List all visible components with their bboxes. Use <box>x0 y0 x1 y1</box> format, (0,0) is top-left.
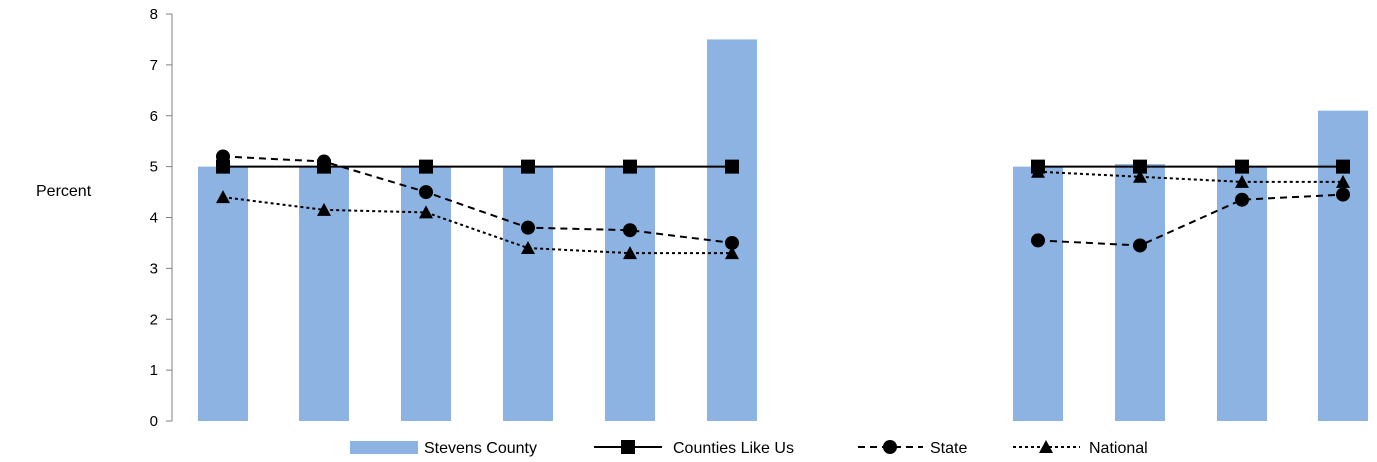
marker-counties-like-us <box>1133 159 1147 174</box>
marker-national <box>1336 174 1350 188</box>
bar-series <box>198 39 1368 422</box>
marker-state <box>623 223 637 238</box>
bar <box>1217 166 1267 421</box>
y-tick-label: 7 <box>150 57 158 74</box>
marker-national <box>1235 174 1249 188</box>
y-tick-label: 6 <box>150 108 158 125</box>
marker-counties-like-us <box>216 159 230 174</box>
legend-swatch-stevens-county <box>350 441 418 454</box>
y-tick-label: 2 <box>150 311 158 328</box>
legend-label-national: National <box>1089 440 1148 457</box>
marker-national <box>216 190 230 204</box>
series-line-national <box>222 196 732 255</box>
marker-national <box>1031 164 1045 178</box>
marker-state <box>216 149 230 164</box>
legend-marker-triangle <box>1039 440 1053 453</box>
y-axis: 0 1 2 3 4 5 6 7 8 <box>150 6 173 430</box>
y-tick-label: 3 <box>150 260 158 277</box>
legend-label-state: State <box>930 440 967 457</box>
marker-state <box>521 220 535 235</box>
bar <box>1013 166 1063 421</box>
y-tick-label: 1 <box>150 362 158 379</box>
marker-national <box>521 241 535 255</box>
marker-counties-like-us <box>623 159 637 174</box>
marker-counties-like-us <box>725 159 739 174</box>
marker-counties-like-us <box>1235 159 1249 174</box>
marker-state <box>725 235 739 250</box>
legend-label-counties-like-us: Counties Like Us <box>673 440 794 457</box>
series-line-state <box>1037 193 1344 247</box>
legend: Stevens County Counties Like Us State Na… <box>350 440 1148 457</box>
bar <box>1115 164 1165 422</box>
y-axis-title: Percent <box>36 183 92 200</box>
legend-marker-circle <box>883 440 897 454</box>
bar <box>1318 110 1368 421</box>
series-line-national <box>1037 170 1343 183</box>
marker-national <box>317 202 331 216</box>
marker-counties-like-us <box>1336 159 1350 174</box>
y-tick-label: 8 <box>150 6 158 23</box>
marker-national <box>1133 169 1147 183</box>
marker-state <box>1235 192 1249 207</box>
marker-state <box>317 154 331 169</box>
bar <box>503 166 553 421</box>
marker-state <box>1031 233 1045 248</box>
marker-national <box>623 246 637 260</box>
legend-marker-square <box>621 440 635 454</box>
y-tick-label: 4 <box>150 210 158 227</box>
marker-state <box>1336 187 1350 202</box>
marker-national <box>725 246 739 260</box>
bar <box>605 166 655 421</box>
bar <box>707 39 757 421</box>
line-series <box>216 149 1350 260</box>
marker-counties-like-us <box>419 159 433 174</box>
series-line-state <box>222 155 733 244</box>
y-tick-label: 5 <box>150 159 158 176</box>
legend-label-stevens-county: Stevens County <box>424 440 537 457</box>
marker-national <box>419 205 433 219</box>
marker-state <box>419 185 433 200</box>
marker-state <box>1133 238 1147 253</box>
marker-counties-like-us <box>521 159 535 174</box>
bar <box>401 166 451 421</box>
y-tick-label: 0 <box>150 413 158 430</box>
bar <box>198 166 248 421</box>
